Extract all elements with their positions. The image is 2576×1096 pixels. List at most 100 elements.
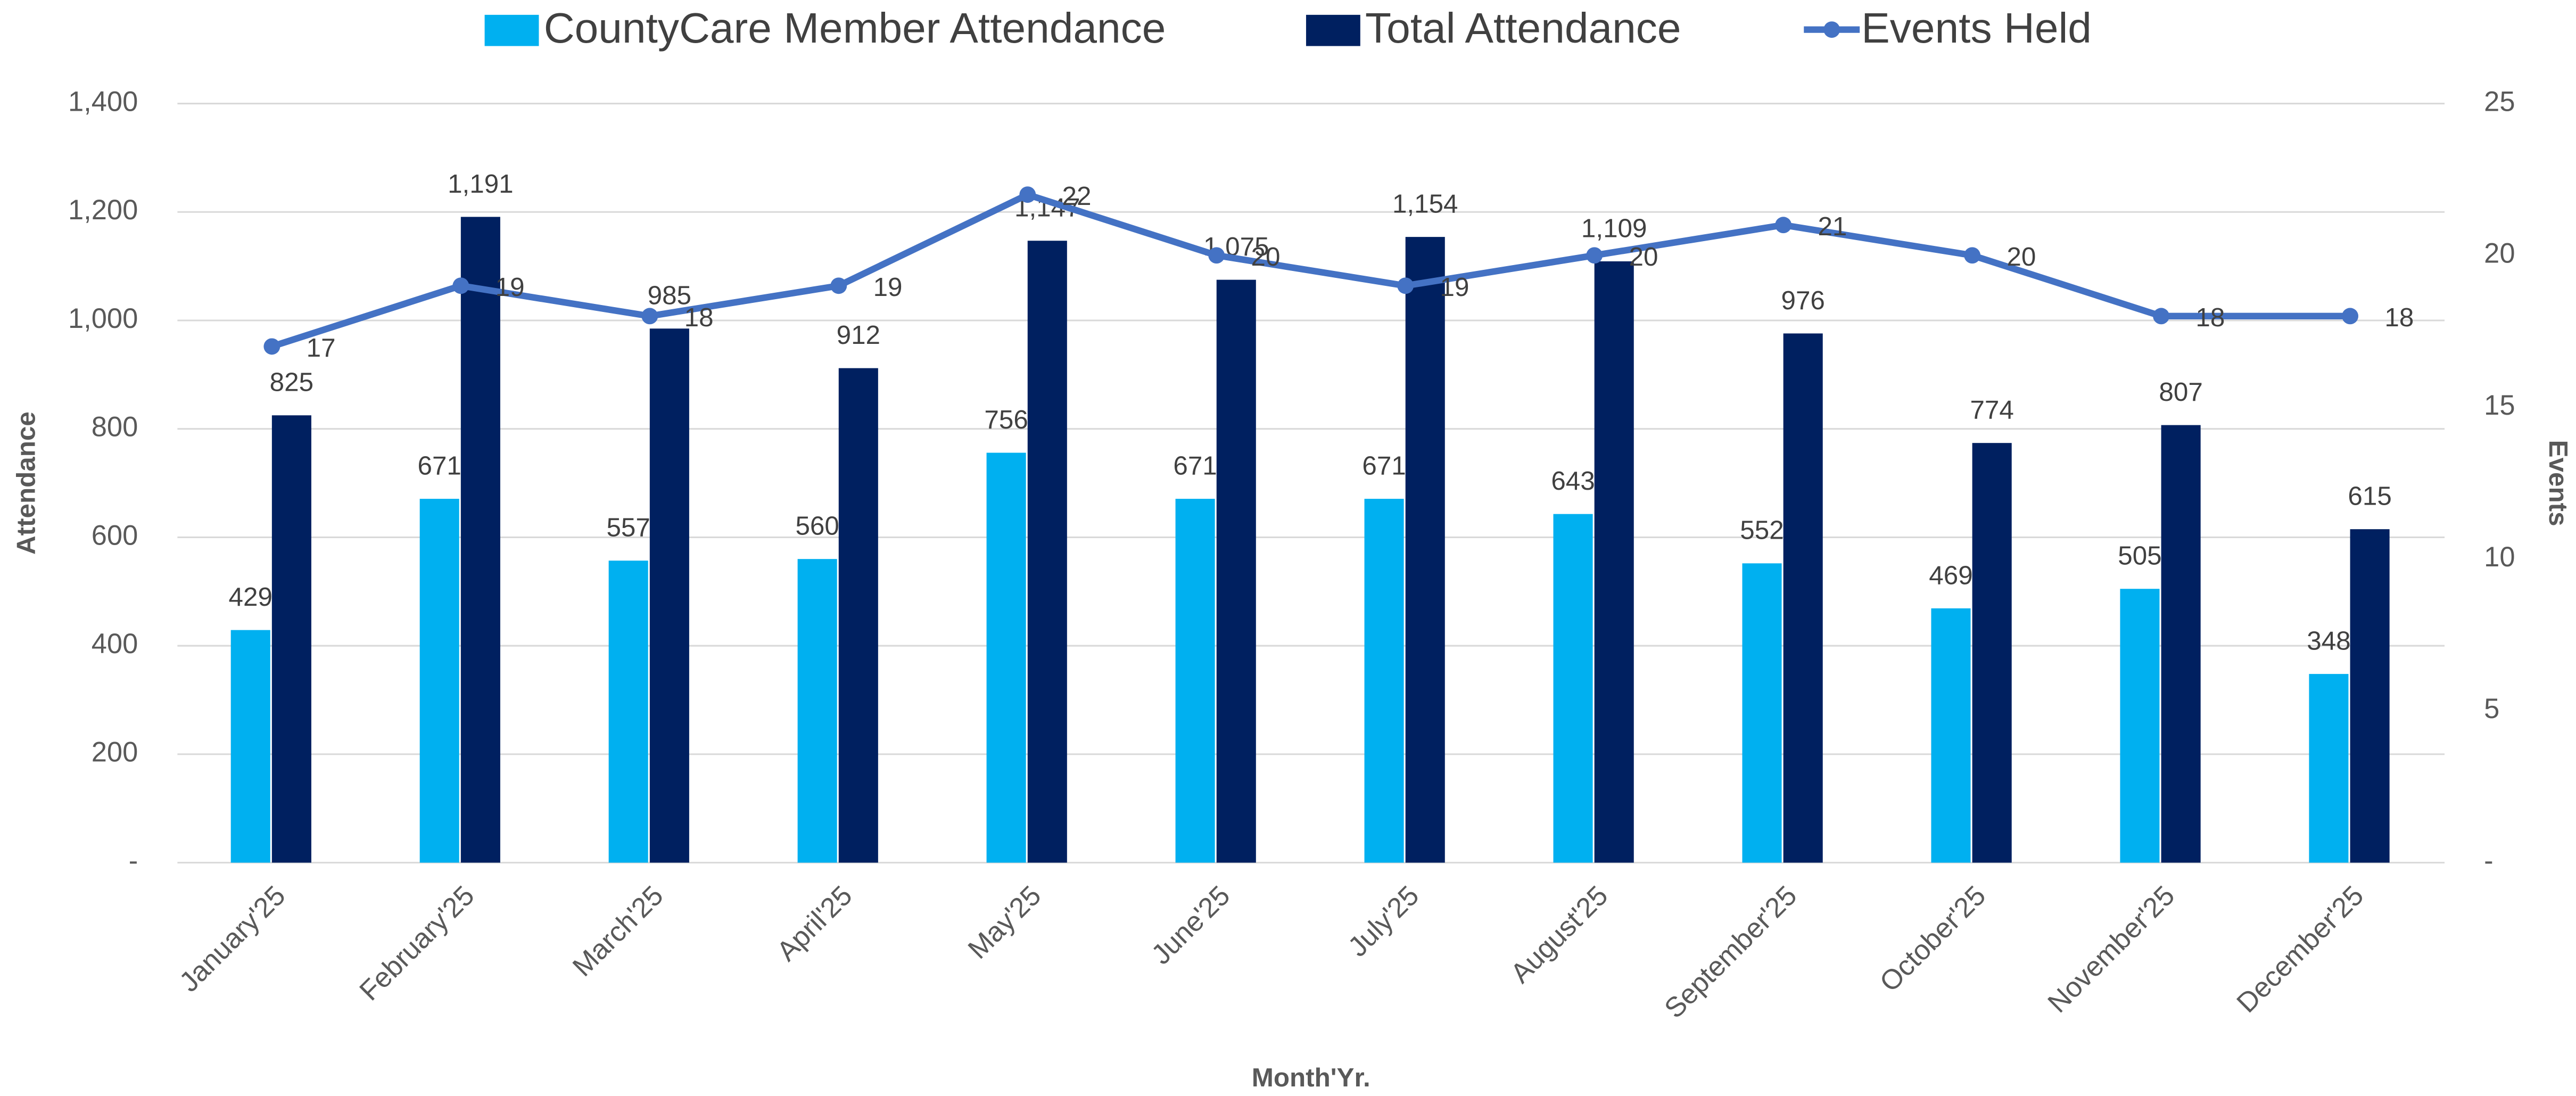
line-point: [263, 338, 280, 355]
line-point: [830, 277, 847, 294]
y-axis-title: Attendance: [12, 411, 41, 555]
x-tick-label: December'25: [2231, 880, 2370, 1019]
legend-label: Events Held: [1861, 4, 2092, 52]
line-point: [2153, 308, 2170, 325]
y-tick-label: 600: [92, 520, 138, 551]
data-label: 985: [648, 281, 691, 310]
data-label: 1,191: [448, 169, 514, 199]
x-tick-label: March'25: [567, 880, 669, 982]
y2-tick-label: 20: [2484, 238, 2515, 269]
data-label: 429: [229, 582, 273, 612]
x-tick-label: October'25: [1874, 880, 1992, 998]
data-label: 807: [2159, 377, 2202, 407]
line-point: [1397, 277, 1414, 294]
legend-label: CountyCare Member Attendance: [544, 4, 1166, 52]
y2-tick-label: 25: [2484, 86, 2515, 117]
data-label: 21: [1818, 212, 1847, 241]
data-label: 671: [1362, 451, 1406, 481]
bar: [1553, 514, 1593, 863]
data-label: 18: [684, 303, 714, 332]
line-point: [1964, 247, 1981, 264]
data-label: 17: [307, 333, 336, 362]
line-point: [452, 277, 469, 294]
x-tick-label: August'25: [1505, 880, 1614, 989]
y-tick-label: 800: [92, 412, 138, 443]
bar: [1594, 261, 1634, 863]
line: [270, 191, 2350, 350]
data-label: 19: [1440, 273, 1469, 302]
data-label: 671: [1173, 451, 1217, 481]
bar: [1175, 499, 1215, 863]
data-label: 912: [837, 320, 880, 350]
x-tick-label: April'25: [771, 880, 858, 967]
bar: [2120, 589, 2160, 863]
bar: [419, 499, 459, 863]
data-label: 560: [795, 512, 839, 541]
bar: [460, 217, 500, 863]
legend-swatch: [484, 14, 539, 46]
data-label: 976: [1781, 286, 1824, 315]
bar: [649, 328, 689, 863]
bar: [230, 630, 270, 863]
x-tick-label: January'25: [174, 880, 291, 998]
bar: [1742, 563, 1782, 863]
y2-tick-label: 5: [2484, 694, 2499, 724]
data-label: 348: [2307, 627, 2350, 656]
data-label: 18: [2384, 303, 2414, 332]
legend-swatch: [1306, 14, 1360, 46]
data-label: 469: [1929, 561, 1972, 590]
x-axis-title: Month'Yr.: [1252, 1063, 1370, 1092]
y2-tick-label: 15: [2484, 390, 2515, 421]
line-point: [1586, 247, 1603, 264]
bar: [1972, 443, 2012, 863]
x-tick-label: February'25: [354, 880, 481, 1007]
bar: [271, 415, 311, 863]
y-tick-label: 400: [92, 629, 138, 660]
bar: [986, 452, 1026, 863]
y-tick-label: 200: [92, 737, 138, 768]
data-label: 756: [984, 405, 1028, 434]
data-label: 1,109: [1581, 213, 1647, 243]
data-label: 825: [270, 368, 313, 397]
data-label: 505: [2118, 541, 2161, 571]
bar: [1216, 279, 1256, 863]
data-label: 19: [496, 273, 525, 302]
y-tick-label: 1,400: [68, 86, 138, 117]
line-point: [1208, 247, 1225, 264]
data-label: 552: [1740, 516, 1784, 545]
bar: [838, 368, 878, 863]
x-tick-label: July'25: [1342, 880, 1425, 962]
data-label: 615: [2348, 482, 2391, 511]
y2-tick-label: 10: [2484, 542, 2515, 573]
data-label: 774: [1970, 395, 2013, 425]
data-label: 19: [873, 273, 903, 302]
data-label: 22: [1062, 182, 1092, 211]
data-label: 20: [2007, 242, 2036, 271]
bar: [1027, 241, 1067, 863]
legend-marker: [1823, 21, 1840, 38]
data-label: 20: [1629, 242, 1658, 271]
line-point: [1019, 186, 1036, 203]
y2-axis-title: Events: [2544, 440, 2573, 526]
bar: [1783, 333, 1823, 863]
data-label: 557: [606, 513, 650, 542]
data-label: 671: [418, 451, 461, 481]
x-tick-label: November'25: [2042, 880, 2181, 1019]
y-tick-label: -: [129, 845, 138, 876]
data-label: 1,154: [1392, 189, 1458, 219]
bar: [1364, 499, 1404, 863]
y2-tick-label: -: [2484, 845, 2493, 876]
bar: [2350, 529, 2390, 863]
bar: [1405, 237, 1445, 863]
data-label: 18: [2195, 303, 2225, 332]
y-tick-label: 1,000: [68, 303, 138, 334]
y-tick-label: 1,200: [68, 195, 138, 226]
bar: [2161, 425, 2201, 863]
legend-label: Total Attendance: [1365, 4, 1681, 52]
line-point: [2342, 308, 2359, 325]
line-point: [1775, 217, 1792, 234]
line-point: [641, 308, 658, 325]
bar: [1931, 608, 1971, 863]
bar: [608, 561, 648, 863]
